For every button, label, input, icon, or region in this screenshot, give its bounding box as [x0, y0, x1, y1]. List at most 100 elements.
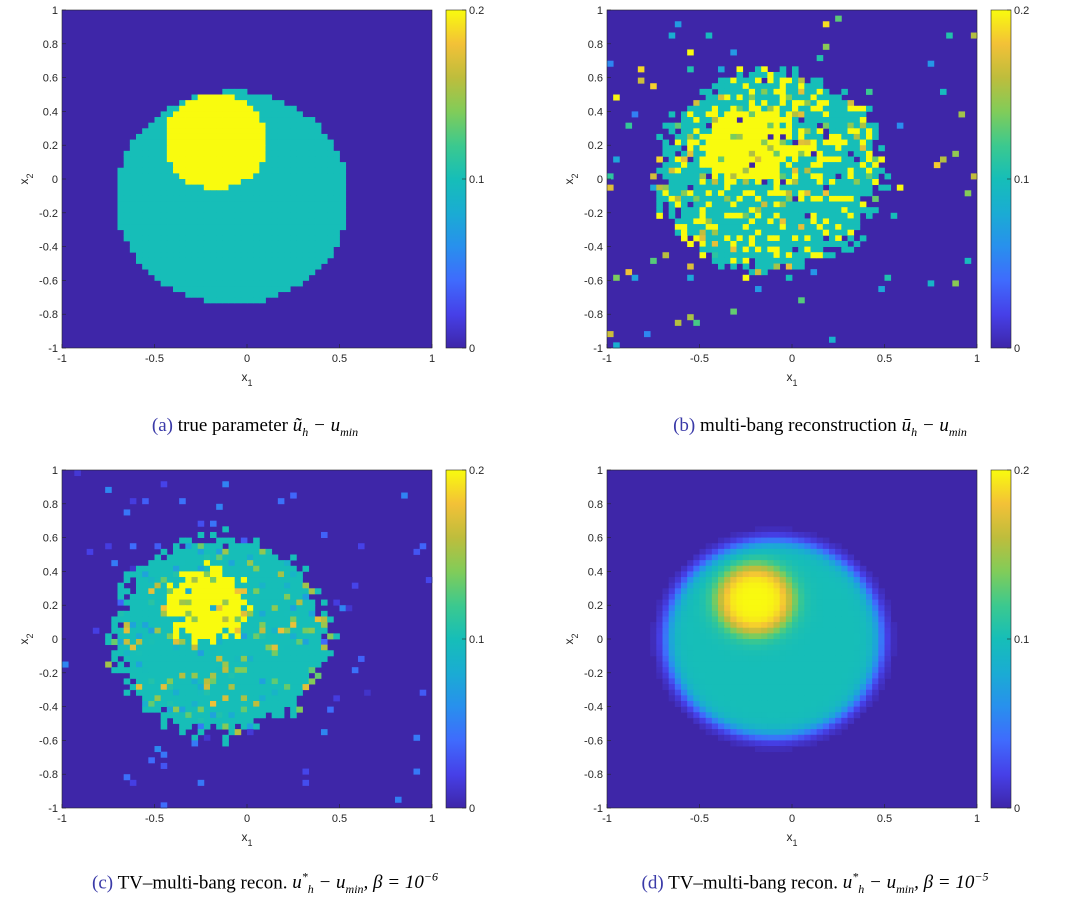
heatmap-cell	[234, 667, 242, 674]
heatmap-cell	[705, 700, 713, 707]
heatmap-cell	[693, 622, 700, 629]
heatmap-cell	[662, 150, 670, 157]
heatmap-cell	[308, 616, 316, 623]
heatmap-cell	[742, 235, 750, 242]
heatmap-cell	[105, 639, 112, 646]
heatmap-cell	[804, 588, 811, 595]
heatmap-cell	[748, 229, 756, 236]
heatmap-cell	[841, 122, 848, 129]
heatmap-cell	[724, 734, 731, 741]
heatmap-cell	[203, 117, 211, 124]
heatmap-cell	[185, 689, 192, 696]
heatmap-cell	[247, 122, 254, 129]
heatmap-cell	[699, 571, 707, 578]
heatmap-cell	[736, 717, 744, 724]
heatmap-cell	[705, 582, 713, 589]
heatmap-cell	[222, 179, 229, 186]
heatmap-cell	[841, 610, 848, 617]
heatmap-cell	[296, 133, 303, 140]
heatmap-cell	[271, 706, 279, 713]
heatmap-cell	[718, 565, 725, 572]
heatmap-cell	[792, 667, 799, 674]
heatmap-cell	[693, 235, 700, 242]
heatmap-cell	[736, 190, 744, 197]
heatmap-cell	[872, 667, 879, 674]
heatmap-cell	[154, 190, 162, 197]
heatmap-cell	[302, 246, 310, 253]
heatmap-cell	[173, 577, 180, 584]
heatmap-cell	[234, 672, 242, 679]
heatmap-cell	[210, 111, 217, 118]
heatmap-cell	[277, 122, 285, 129]
heatmap-cell	[179, 717, 186, 724]
heatmap-cell	[259, 133, 266, 140]
heatmap-cell	[240, 599, 248, 606]
heatmap-cell	[687, 616, 694, 623]
heatmap-cell	[761, 156, 768, 163]
heatmap-cell	[872, 207, 879, 214]
heatmap-cell	[271, 173, 279, 180]
heatmap-cell	[228, 723, 236, 730]
heatmap-cell	[277, 593, 285, 600]
heatmap-cell	[265, 560, 273, 567]
heatmap-cell	[240, 610, 248, 617]
heatmap-cell	[767, 627, 774, 634]
heatmap-cell	[203, 150, 211, 157]
heatmap-cell	[847, 100, 855, 107]
y-tick-label: -0.6	[39, 735, 58, 747]
heatmap-cell	[699, 610, 707, 617]
heatmap-cell	[767, 83, 774, 90]
heatmap-cell	[216, 269, 223, 276]
heatmap-cell	[321, 156, 328, 163]
heatmap-cell	[835, 133, 842, 140]
heatmap-cell	[265, 128, 273, 135]
heatmap-cell	[222, 117, 229, 124]
heatmap-cell	[742, 588, 750, 595]
heatmap-cell	[210, 582, 217, 589]
heatmap-cell	[277, 616, 285, 623]
heatmap-cell	[755, 218, 762, 225]
heatmap-cell	[160, 689, 168, 696]
heatmap-cell	[699, 162, 707, 169]
heatmap-cell	[767, 689, 774, 696]
heatmap-cell	[785, 128, 793, 135]
heatmap-cell	[835, 15, 842, 22]
heatmap-cell	[773, 167, 781, 174]
heatmap-cell	[767, 122, 774, 129]
heatmap-cell	[129, 779, 137, 786]
heatmap-cell	[859, 689, 867, 696]
heatmap-cell	[191, 224, 199, 231]
heatmap-cell	[662, 599, 670, 606]
heatmap-cell	[773, 746, 781, 753]
heatmap-cell	[240, 684, 248, 691]
heatmap-cell	[185, 100, 192, 107]
heatmap-cell	[847, 639, 855, 646]
heatmap-cell	[290, 212, 297, 219]
heatmap-cell	[693, 212, 700, 219]
heatmap-cell	[798, 162, 805, 169]
heatmap-cell	[203, 661, 211, 668]
heatmap-cell	[755, 695, 762, 702]
heatmap-cell	[166, 240, 174, 247]
heatmap-cell	[730, 700, 737, 707]
heatmap-cell	[866, 593, 873, 600]
heatmap-cell	[259, 280, 266, 287]
heatmap-cell	[693, 610, 700, 617]
heatmap-cell	[339, 201, 347, 208]
heatmap-cell	[203, 162, 211, 169]
heatmap-cell	[859, 605, 867, 612]
heatmap-cell	[197, 661, 205, 668]
heatmap-cell	[111, 655, 118, 662]
heatmap-cell	[668, 650, 676, 657]
heatmap-cell	[240, 286, 248, 293]
heatmap-cell	[203, 734, 211, 741]
caption-tag: (d)	[641, 872, 664, 894]
heatmap-cell	[946, 32, 953, 39]
heatmap-cell	[822, 588, 830, 595]
heatmap-cell	[668, 190, 676, 197]
heatmap-cell	[210, 184, 217, 191]
y-tick-label: 0.6	[588, 533, 603, 545]
heatmap-cell	[705, 111, 713, 118]
heatmap-cell	[859, 706, 867, 713]
heatmap-cell	[718, 88, 725, 95]
